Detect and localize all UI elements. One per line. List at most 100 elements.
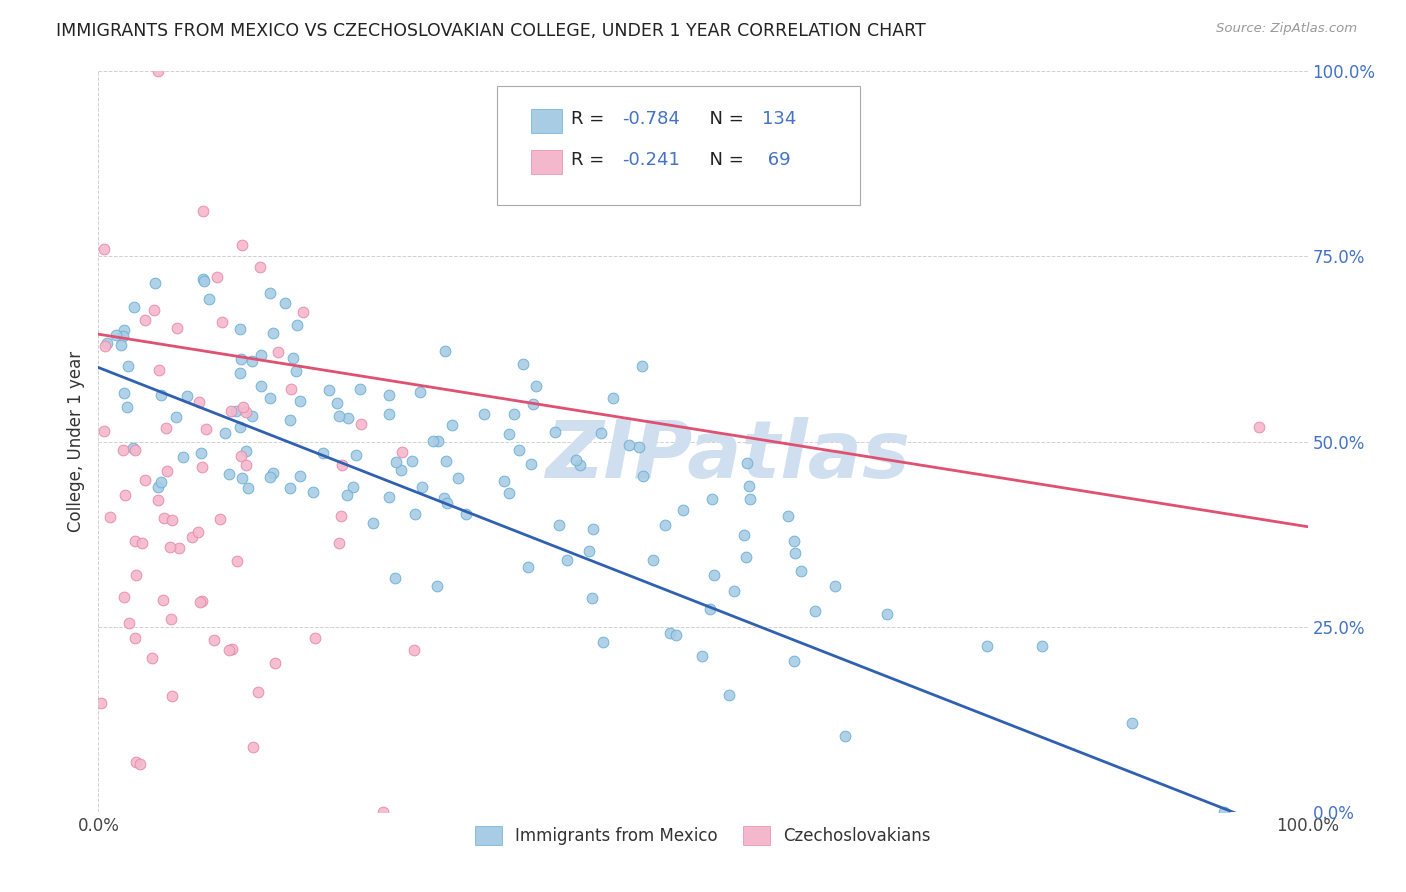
Point (404, 507, 426, 521)
Point (124, 533, 146, 548)
Point (232, 400, 254, 414)
Text: -0.241: -0.241 (621, 152, 681, 169)
Point (1249, 419, 1271, 434)
Point (783, 534, 806, 549)
Point (402, 643, 425, 657)
Point (104, 327, 127, 342)
Point (240, 353, 263, 368)
FancyBboxPatch shape (498, 87, 860, 204)
Point (194, 422, 217, 436)
Point (672, 502, 695, 516)
Point (259, 391, 281, 405)
Point (783, 546, 806, 560)
Point (643, 552, 665, 566)
Point (172, 450, 194, 465)
Point (377, 490, 399, 504)
Text: N =: N = (699, 152, 749, 169)
Point (834, 730, 856, 744)
Point (401, 454, 423, 468)
Point (434, 344, 457, 359)
Point (498, 485, 520, 500)
Point (205, 269, 228, 284)
Point (124, 631, 146, 645)
Point (1121, 716, 1143, 731)
Point (664, 628, 686, 642)
Point (548, 518, 571, 533)
Point (259, 470, 281, 484)
Point (124, 442, 146, 457)
Point (474, 407, 496, 421)
Point (564, 453, 586, 467)
Point (236, 482, 259, 496)
Point (249, 260, 271, 274)
Point (326, 395, 349, 409)
Point (193, 271, 215, 285)
Point (617, 438, 640, 452)
Point (143, 276, 166, 290)
Point (280, 413, 302, 427)
Point (134, 313, 156, 327)
Point (336, 411, 359, 425)
Point (631, 359, 654, 374)
Point (197, 293, 219, 307)
Point (361, 516, 384, 531)
Point (159, 612, 181, 626)
Point (790, 564, 813, 578)
Point (544, 425, 567, 439)
Point (441, 418, 464, 433)
Point (592, 635, 614, 649)
Point (422, 434, 444, 448)
Point (426, 434, 449, 449)
Point (160, 513, 183, 527)
Point (115, 400, 138, 414)
Point (631, 469, 654, 483)
Text: N =: N = (699, 111, 749, 128)
Point (391, 445, 413, 459)
Point (740, 491, 762, 506)
Point (134, 473, 156, 487)
Point (454, 507, 477, 521)
Point (146, 480, 169, 494)
Point (202, 632, 225, 647)
Point (328, 409, 350, 424)
Point (155, 463, 177, 477)
Point (166, 321, 188, 335)
Point (226, 554, 249, 568)
Point (976, 639, 998, 653)
Point (522, 397, 544, 411)
Point (288, 468, 311, 483)
Point (344, 448, 367, 462)
Point (142, 303, 165, 318)
Point (93, 425, 115, 439)
Text: Source: ZipAtlas.com: Source: ZipAtlas.com (1216, 22, 1357, 36)
Point (384, 571, 406, 585)
Point (114, 488, 136, 502)
Point (152, 510, 174, 524)
Point (125, 755, 148, 769)
Point (342, 480, 364, 494)
Point (191, 460, 214, 475)
Point (193, 203, 215, 218)
Point (330, 509, 353, 524)
Point (246, 685, 269, 699)
Point (249, 378, 271, 392)
Point (221, 641, 243, 656)
Point (426, 579, 449, 593)
Text: ZIPatlas: ZIPatlas (544, 417, 910, 495)
Point (436, 496, 458, 510)
Point (231, 470, 253, 484)
Point (229, 322, 252, 336)
Point (240, 409, 263, 423)
Point (159, 541, 181, 555)
Point (733, 528, 755, 542)
Point (149, 475, 172, 489)
Point (165, 409, 187, 424)
Point (228, 366, 250, 380)
Point (211, 315, 233, 329)
Point (291, 305, 314, 319)
Point (148, 64, 170, 78)
Point (378, 407, 401, 421)
Point (328, 535, 350, 549)
Point (433, 491, 456, 505)
Point (582, 523, 605, 537)
